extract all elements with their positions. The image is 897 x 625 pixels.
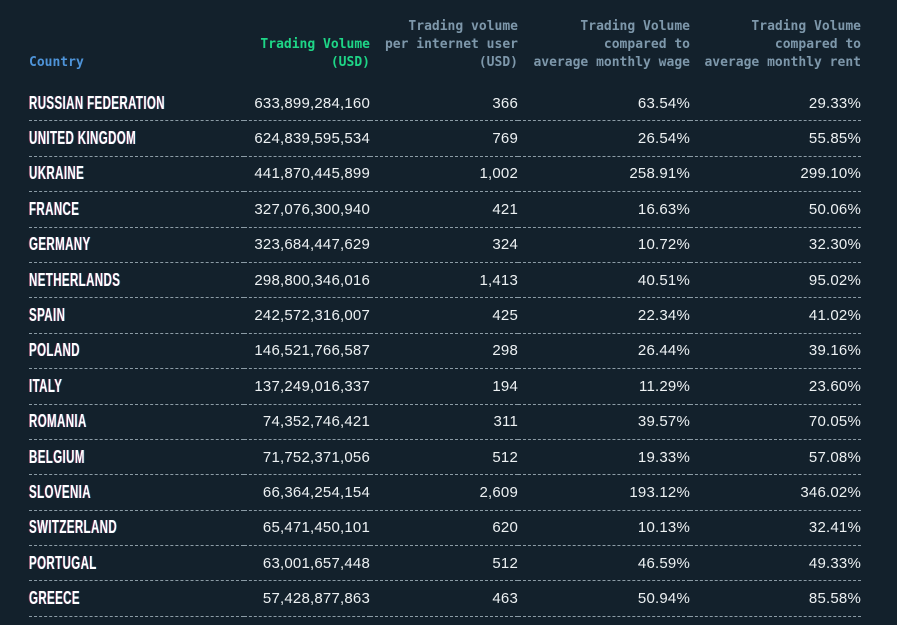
per-internet-user-value: 512 [370,545,518,582]
country-name: SLOVENIA [29,481,91,502]
trading-volume-usd-value: 71,752,371,056 [244,439,370,476]
table-row: BELGIUM 71,752,371,056 512 19.33% 57.08% [29,439,861,476]
vs-monthly-rent-value: 32.41% [690,510,861,547]
column-header-country: Country [29,55,84,70]
per-internet-user-value: 194 [370,368,518,405]
vs-monthly-wage-value: 26.54% [518,120,690,157]
trading-volume-usd-value: 137,249,016,337 [244,368,370,405]
country-name: GERMANY [29,234,91,255]
table-row: UKRAINE 441,870,445,899 1,002 258.91% 29… [29,156,861,193]
vs-monthly-wage-value: 46.59% [518,545,690,582]
table-row: GERMANY 323,684,447,629 324 10.72% 32.30… [29,227,861,263]
country-name: ITALY [29,375,63,396]
vs-monthly-rent-value: 55.85% [690,120,861,157]
trading-volume-table: Country Trading Volume (USD) Trading vol… [29,0,861,617]
table-row: RUSSIAN FEDERATION 633,899,284,160 366 6… [29,86,861,122]
table-row: ITALY 137,249,016,337 194 11.29% 23.60% [29,368,861,405]
vs-monthly-rent-value: 41.02% [690,297,861,334]
country-name: SWITZERLAND [29,517,118,538]
vs-monthly-rent-value: 346.02% [690,474,861,511]
vs-monthly-wage-value: 39.57% [518,404,690,440]
vs-monthly-rent-value: 95.02% [690,262,861,299]
trading-volume-usd-value: 327,076,300,940 [244,191,370,228]
table-header-row: Country Trading Volume (USD) Trading vol… [29,0,861,86]
table-row: POLAND 146,521,766,587 298 26.44% 39.16% [29,333,861,370]
country-name: UNITED KINGDOM [29,128,137,149]
vs-monthly-wage-value: 258.91% [518,156,690,193]
table-row: PORTUGAL 63,001,657,448 512 46.59% 49.33… [29,545,861,582]
trading-volume-usd-value: 65,471,450,101 [244,510,370,547]
per-internet-user-value: 425 [370,297,518,334]
vs-monthly-wage-value: 63.54% [518,86,690,122]
vs-monthly-rent-value: 85.58% [690,580,861,617]
vs-monthly-rent-value: 29.33% [690,86,861,122]
table-body: RUSSIAN FEDERATION 633,899,284,160 366 6… [29,86,861,617]
country-name: BELGIUM [29,446,85,467]
country-name: RUSSIAN FEDERATION [29,92,165,113]
vs-monthly-wage-value: 26.44% [518,333,690,370]
column-header-per-internet-user: Trading volume per internet user (USD) [384,19,518,70]
per-internet-user-value: 769 [370,120,518,157]
table-row: SPAIN 242,572,316,007 425 22.34% 41.02% [29,297,861,334]
vs-monthly-rent-value: 32.30% [690,227,861,263]
vs-monthly-wage-value: 193.12% [518,474,690,511]
table-row: UNITED KINGDOM 624,839,595,534 769 26.54… [29,120,861,157]
vs-monthly-rent-value: 39.16% [690,333,861,370]
table-row: NETHERLANDS 298,800,346,016 1,413 40.51%… [29,262,861,299]
vs-monthly-wage-value: 16.63% [518,191,690,228]
table-row: GREECE 57,428,877,863 463 50.94% 85.58% [29,580,861,617]
per-internet-user-value: 311 [370,404,518,440]
vs-monthly-wage-value: 22.34% [518,297,690,334]
per-internet-user-value: 324 [370,227,518,263]
trading-volume-usd-value: 624,839,595,534 [244,120,370,157]
per-internet-user-value: 463 [370,580,518,617]
vs-monthly-rent-value: 299.10% [690,156,861,193]
column-header-vs-monthly-wage: Trading Volume compared to average month… [533,19,690,70]
per-internet-user-value: 366 [370,86,518,122]
vs-monthly-wage-value: 40.51% [518,262,690,299]
column-header-trading-volume-usd: Trading Volume (USD) [260,37,370,70]
table-row: FRANCE 327,076,300,940 421 16.63% 50.06% [29,191,861,228]
trading-volume-usd-value: 633,899,284,160 [244,86,370,122]
vs-monthly-rent-value: 70.05% [690,404,861,440]
vs-monthly-rent-value: 57.08% [690,439,861,476]
trading-volume-usd-value: 441,870,445,899 [244,156,370,193]
vs-monthly-wage-value: 11.29% [518,368,690,405]
trading-volume-usd-value: 242,572,316,007 [244,297,370,334]
trading-volume-usd-value: 146,521,766,587 [244,333,370,370]
trading-volume-usd-value: 323,684,447,629 [244,227,370,263]
vs-monthly-wage-value: 10.72% [518,227,690,263]
vs-monthly-rent-value: 50.06% [690,191,861,228]
country-name: SPAIN [29,305,66,326]
country-name: NETHERLANDS [29,269,121,290]
trading-volume-usd-value: 298,800,346,016 [244,262,370,299]
per-internet-user-value: 512 [370,439,518,476]
trading-volume-usd-value: 74,352,746,421 [244,404,370,440]
country-name: PORTUGAL [29,552,97,573]
trading-volume-usd-value: 66,364,254,154 [244,474,370,511]
country-name: UKRAINE [29,163,85,184]
country-name: FRANCE [29,198,80,219]
country-name: ROMANIA [29,411,87,432]
per-internet-user-value: 1,413 [370,262,518,299]
per-internet-user-value: 298 [370,333,518,370]
table-row: ROMANIA 74,352,746,421 311 39.57% 70.05% [29,404,861,440]
vs-monthly-wage-value: 50.94% [518,580,690,617]
per-internet-user-value: 620 [370,510,518,547]
trading-volume-usd-value: 57,428,877,863 [244,580,370,617]
vs-monthly-rent-value: 49.33% [690,545,861,582]
vs-monthly-wage-value: 19.33% [518,439,690,476]
per-internet-user-value: 1,002 [370,156,518,193]
table-row: SLOVENIA 66,364,254,154 2,609 193.12% 34… [29,474,861,511]
per-internet-user-value: 421 [370,191,518,228]
trading-volume-usd-value: 63,001,657,448 [244,545,370,582]
country-name: POLAND [29,340,80,361]
per-internet-user-value: 2,609 [370,474,518,511]
table-row: SWITZERLAND 65,471,450,101 620 10.13% 32… [29,510,861,547]
vs-monthly-wage-value: 10.13% [518,510,690,547]
column-header-vs-monthly-rent: Trading Volume compared to average month… [704,19,861,70]
country-name: GREECE [29,588,80,609]
vs-monthly-rent-value: 23.60% [690,368,861,405]
